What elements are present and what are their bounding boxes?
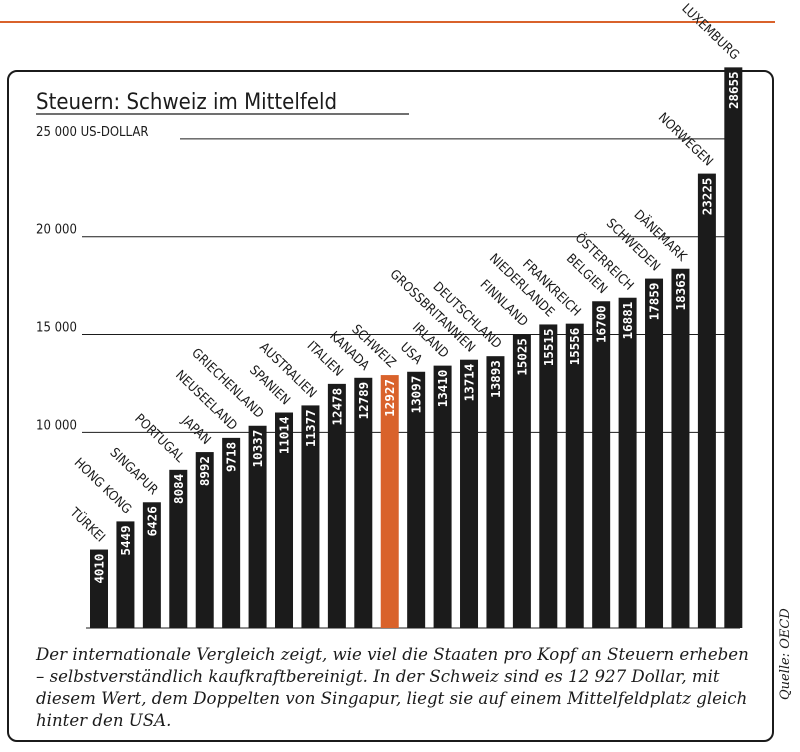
- y-tick-label: 15 000: [36, 321, 77, 336]
- country-label: LUXEMBURG: [679, 1, 742, 63]
- bar-value-label: 16881: [620, 302, 635, 340]
- bar-value-label: 6426: [144, 506, 159, 536]
- bar-value-label: 12478: [329, 388, 344, 426]
- country-label: JAPAN: [178, 413, 214, 448]
- bar: [301, 405, 320, 628]
- bar-value-label: 12789: [356, 382, 371, 420]
- bar-value-label: 15556: [567, 328, 582, 366]
- bar: [539, 324, 558, 628]
- country-label: TÜRKEI: [66, 503, 109, 545]
- bar-value-label: 16700: [594, 305, 609, 343]
- bar-value-label: 8992: [197, 456, 212, 486]
- bar: [512, 334, 531, 628]
- y-tick-label: 10 000: [36, 418, 77, 433]
- bar: [169, 469, 188, 628]
- bar: [645, 278, 664, 628]
- bar-value-label: 13714: [462, 364, 477, 402]
- bar-value-label: 15515: [541, 328, 556, 366]
- bar: [724, 67, 743, 628]
- bar: [327, 383, 346, 628]
- bar: [142, 502, 161, 628]
- bar: [618, 297, 637, 628]
- country-label: NORWEGEN: [655, 110, 716, 169]
- bar: [671, 268, 690, 628]
- y-tick-label: 20 000: [36, 223, 77, 238]
- country-label: PORTUGAL: [131, 411, 187, 466]
- bar-value-label: 4010: [92, 554, 107, 584]
- bar-value-label: 28655: [726, 71, 741, 109]
- bar-value-label: 9718: [224, 442, 239, 472]
- bar: [248, 425, 267, 628]
- bar-value-label: 13893: [488, 360, 503, 398]
- bar: [565, 323, 584, 628]
- bar: [407, 371, 426, 628]
- bar: [275, 412, 294, 628]
- bar-value-label: 13410: [435, 370, 450, 408]
- bar-value-label: 5449: [118, 525, 133, 555]
- bar-value-label: 15025: [514, 338, 529, 376]
- bar-value-label: 11377: [303, 409, 318, 447]
- y-tick-label: 25 000 US-DOLLAR: [36, 125, 149, 140]
- top-accent-rule: [0, 21, 775, 23]
- bar: [380, 375, 399, 628]
- bar-value-label: 12927: [382, 379, 397, 417]
- chart-title: Steuern: Schweiz im Mittelfeld: [36, 90, 337, 115]
- bar: [460, 359, 479, 628]
- bar: [222, 437, 241, 628]
- source-note: Quelle: OECD: [778, 608, 793, 700]
- country-label: USA: [397, 340, 425, 368]
- bar-value-label: 10337: [250, 430, 265, 468]
- bar: [116, 521, 135, 628]
- chart-caption: Der internationale Vergleich zeigt, wie …: [36, 645, 749, 730]
- bar-value-label: 13097: [409, 376, 424, 414]
- bar: [433, 365, 452, 628]
- chart-frame: [7, 70, 774, 742]
- bar: [354, 377, 373, 628]
- bar-value-label: 17859: [647, 283, 662, 321]
- bar-value-label: 11014: [277, 417, 292, 455]
- bar-value-label: 8084: [171, 474, 186, 504]
- bar-value-label: 23225: [699, 178, 714, 216]
- bar: [195, 452, 214, 628]
- bar: [486, 356, 505, 628]
- bar: [697, 173, 716, 628]
- bar: [592, 301, 611, 628]
- bar: [90, 549, 108, 628]
- bar-value-label: 18363: [673, 273, 688, 311]
